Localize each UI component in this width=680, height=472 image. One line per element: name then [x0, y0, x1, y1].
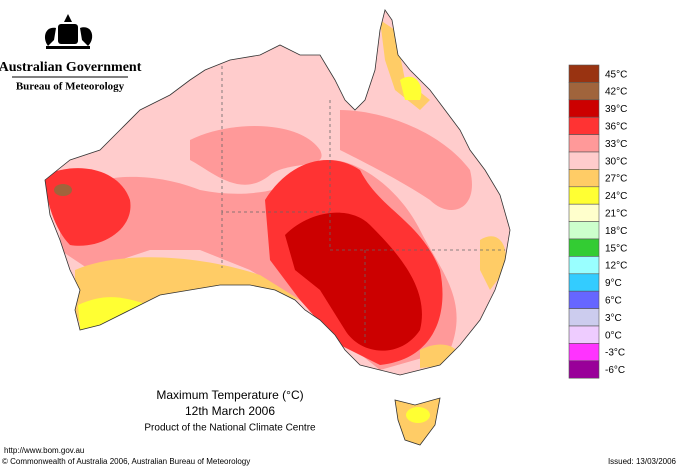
legend-swatch [568, 116, 600, 135]
legend-swatch [568, 256, 600, 275]
government-name: Australian Government [0, 60, 142, 75]
legend-label: 3°C [605, 313, 622, 324]
legend-swatch [568, 360, 600, 379]
legend-label: 33°C [605, 139, 627, 150]
legend-swatch [568, 151, 600, 170]
bureau-name: Bureau of Meteorology [16, 81, 125, 93]
map-date: 12th March 2006 [185, 404, 275, 418]
legend-swatch [568, 221, 600, 240]
legend-label: 0°C [605, 330, 622, 341]
legend-label: 39°C [605, 104, 627, 115]
legend-swatch [568, 238, 600, 257]
legend-label: 15°C [605, 243, 627, 254]
legend-swatch [568, 343, 600, 362]
legend-swatch [568, 186, 600, 205]
legend-swatch [568, 273, 600, 292]
legend-label: -6°C [605, 365, 625, 376]
copyright: © Commonwealth of Australia 2006, Austra… [2, 457, 250, 466]
url: http://www.bom.gov.au [4, 446, 84, 455]
legend-swatch [568, 203, 600, 222]
legend-swatch [568, 64, 600, 83]
legend-label: 18°C [605, 226, 627, 237]
legend-label: 6°C [605, 296, 622, 307]
legend-label: 45°C [605, 69, 627, 80]
map-product: Product of the National Climate Centre [144, 423, 316, 434]
legend-swatch [568, 308, 600, 327]
legend-label: 12°C [605, 261, 627, 272]
legend-swatch [568, 325, 600, 344]
legend-label: 27°C [605, 174, 627, 185]
coat-of-arms [44, 14, 93, 49]
legend-label: -3°C [605, 348, 625, 359]
legend-label: 9°C [605, 278, 622, 289]
legend-swatch [568, 134, 600, 153]
map-title: Maximum Temperature (°C) [156, 388, 303, 402]
legend-label: 24°C [605, 191, 627, 202]
legend-label: 21°C [605, 209, 627, 220]
legend-swatch [568, 82, 600, 101]
issued: Issued: 13/03/2006 [608, 457, 677, 466]
legend-label: 30°C [605, 156, 627, 167]
legend-swatch [568, 169, 600, 188]
legend-label: 36°C [605, 122, 627, 133]
legend-swatch [568, 99, 600, 118]
legend-swatch [568, 290, 600, 309]
legend: 45°C 42°C 39°C 36°C 33°C 30°C 27°C 24°C 21°C 18°C… [568, 64, 627, 379]
tasmania-outline [394, 397, 441, 446]
legend-label: 42°C [605, 87, 627, 98]
